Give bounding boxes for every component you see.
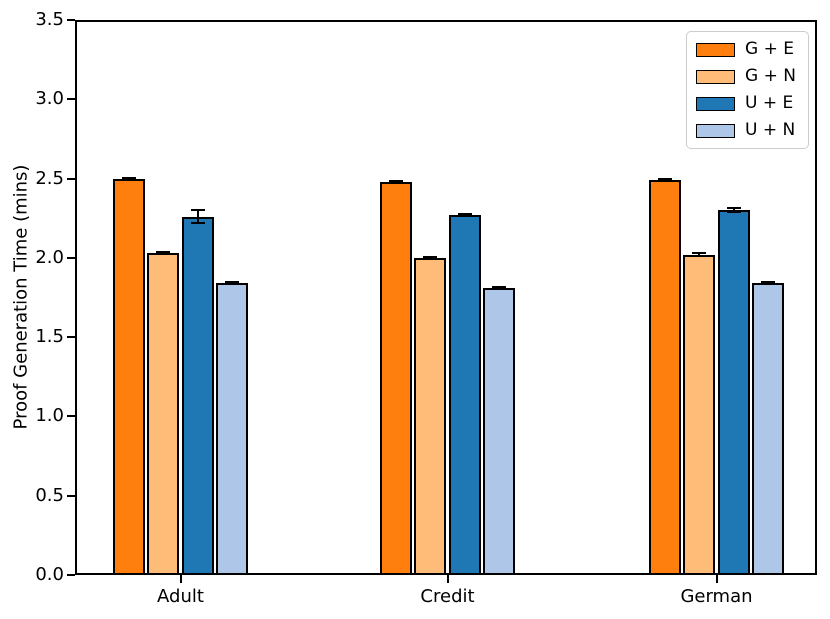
legend-label: U + N: [745, 120, 796, 140]
y-tick-label: 0.0: [35, 564, 64, 585]
error-bar-cap: [457, 213, 472, 216]
y-axis-label: Proof Generation Time (mins): [10, 164, 32, 430]
legend-label: G + N: [745, 66, 796, 86]
bar-G+N-credit: [414, 257, 447, 575]
error-bar-cap: [388, 179, 403, 182]
y-tick-mark: [67, 574, 75, 576]
error-bar-cap: [121, 178, 136, 181]
y-tick-mark: [67, 336, 75, 339]
y-tick-label: 2.5: [35, 167, 64, 189]
error-bar-line: [429, 256, 432, 260]
legend-item: G + E: [696, 40, 796, 59]
error-bar-cap: [388, 181, 403, 184]
y-tick-label: 3.0: [35, 88, 64, 110]
bar-U+E-adult: [181, 216, 214, 575]
y-tick-mark: [67, 19, 75, 21]
legend-swatch: [696, 69, 736, 84]
bar-U+N-adult: [216, 283, 249, 575]
error-bar-cap: [726, 207, 741, 210]
y-tick-mark: [67, 415, 75, 418]
bar-U+N-german: [752, 283, 785, 575]
bar-G+E-german: [648, 180, 681, 575]
y-tick-mark: [67, 98, 75, 101]
error-bar-cap: [225, 281, 240, 284]
legend-swatch: [696, 42, 736, 57]
legend-item: U + N: [696, 121, 796, 140]
y-tick-mark: [67, 494, 75, 497]
bar-G+N-adult: [147, 253, 180, 575]
error-bar-line: [498, 286, 501, 290]
bar-G+E-credit: [379, 181, 412, 575]
bar-U+N-credit: [483, 288, 516, 575]
error-bar-cap: [692, 254, 707, 257]
legend-label: U + E: [745, 93, 794, 113]
bars-layer: [75, 20, 817, 575]
error-bar-cap: [457, 215, 472, 217]
x-tick-label: German: [680, 586, 753, 607]
error-bar-cap: [121, 176, 136, 179]
error-bar-cap: [423, 258, 438, 261]
error-bar-cap: [657, 178, 672, 181]
error-bar-cap: [692, 252, 707, 255]
x-tick-mark: [446, 575, 449, 583]
y-tick-label: 0.5: [35, 484, 64, 506]
y-tick-mark: [67, 177, 75, 180]
x-tick-mark: [179, 575, 182, 583]
x-tick-mark: [715, 575, 718, 583]
error-bar-cap: [657, 179, 672, 182]
legend-item: G + N: [696, 67, 796, 86]
error-bar-line: [732, 208, 735, 213]
error-bar-cap: [761, 283, 776, 286]
error-bar-cap: [190, 209, 205, 212]
legend-item: U + E: [696, 94, 796, 113]
bar-G+N-german: [683, 254, 716, 575]
error-bar-cap: [156, 251, 171, 254]
legend: G + E G + N U + E U + N: [686, 31, 809, 149]
legend-swatch: [696, 96, 736, 111]
y-tick-mark: [67, 256, 75, 259]
bar-G+E-adult: [112, 178, 145, 575]
error-bar-cap: [225, 283, 240, 286]
bar-U+E-german: [717, 210, 750, 575]
y-tick-label: 1.5: [35, 326, 64, 348]
error-bar-line: [698, 253, 701, 256]
error-bar-cap: [423, 255, 438, 258]
error-bar-cap: [492, 288, 507, 291]
x-tick-label: Credit: [420, 586, 475, 607]
x-tick-label: Adult: [157, 586, 204, 607]
plot-area: G + E G + N U + E U + N: [75, 20, 817, 575]
y-tick-label: 2.0: [35, 246, 64, 268]
error-bar-cap: [761, 281, 776, 284]
error-bar-cap: [190, 221, 205, 224]
legend-swatch: [696, 123, 736, 138]
error-bar-cap: [156, 253, 171, 256]
legend-label: G + E: [745, 39, 795, 59]
bar-U+E-credit: [448, 215, 481, 575]
y-tick-label: 1.0: [35, 405, 64, 427]
y-tick-label: 3.5: [35, 9, 64, 30]
error-bar-cap: [492, 285, 507, 288]
error-bar-line: [196, 210, 199, 223]
error-bar-cap: [726, 211, 741, 214]
